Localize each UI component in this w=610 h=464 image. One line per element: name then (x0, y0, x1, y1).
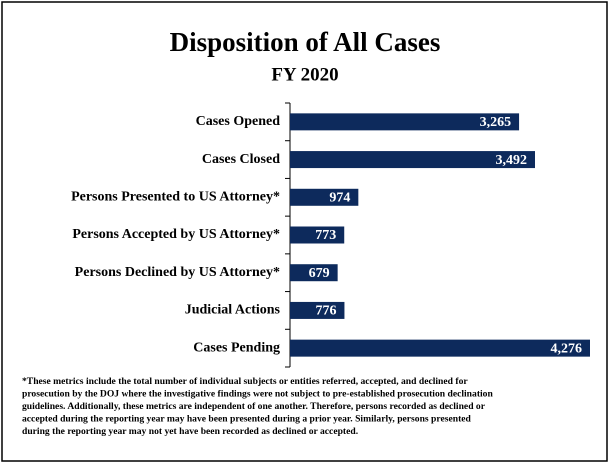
bar (290, 339, 590, 357)
value-label: 4,276 (551, 341, 583, 356)
footnote-line: guidelines. Additionally, these metrics … (22, 401, 486, 412)
category-label: Cases Opened (196, 114, 281, 129)
chart-title: Disposition of All Cases (170, 27, 441, 57)
bar (290, 226, 345, 244)
footnote-line: *These metrics include the total number … (22, 376, 468, 387)
value-label: 773 (315, 228, 336, 243)
category-label: Cases Closed (202, 152, 280, 167)
category-label: Cases Pending (193, 340, 280, 355)
bar (290, 151, 535, 169)
category-label: Persons Accepted by US Attorney* (72, 227, 280, 242)
chart-subtitle: FY 2020 (271, 64, 338, 85)
bar (290, 113, 520, 131)
value-label: 3,492 (495, 153, 527, 168)
value-label: 776 (315, 304, 336, 319)
bar (290, 264, 338, 282)
footnote-line: prosecution by the DOJ where the investi… (22, 389, 493, 400)
footnote-line: accepted during the reporting year may h… (22, 414, 472, 425)
value-label: 679 (309, 266, 330, 281)
category-label: Persons Presented to US Attorney* (71, 190, 280, 205)
bar (290, 301, 345, 319)
category-label: Judicial Actions (185, 303, 281, 318)
value-label: 974 (329, 191, 350, 206)
value-label: 3,265 (480, 115, 512, 130)
bar (290, 188, 359, 206)
footnote-line: during the reporting year may not yet ha… (22, 426, 358, 437)
category-label: Persons Declined by US Attorney* (75, 265, 280, 280)
